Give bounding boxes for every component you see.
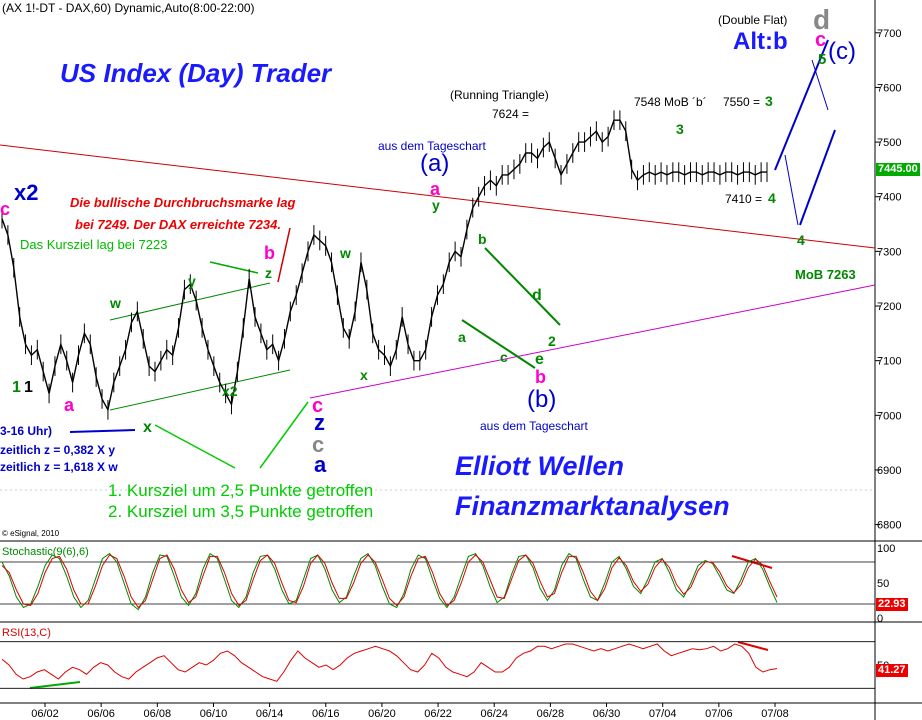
y-tick-label: 6800: [877, 520, 901, 532]
label-double-flat: (Double Flat): [718, 13, 788, 27]
stoch-tick-label: 0: [877, 613, 883, 625]
wave-c-low: c: [312, 395, 324, 417]
wave-b-magenta: b: [264, 243, 275, 263]
label-7410: 7410 =: [725, 192, 763, 206]
note-breakout-2: bei 7249. Der DAX erreichte 7234.: [75, 217, 281, 232]
wave-4-a: 4: [768, 190, 776, 206]
stoch-tick-label: 100: [877, 543, 895, 555]
x-tick-label: 06/02: [31, 708, 59, 720]
last-price-badge: 7445.00: [876, 163, 920, 176]
x-tick-label: 07/04: [649, 708, 677, 720]
wave-3-top: 3: [765, 93, 773, 109]
wave-1-left-b: 1: [24, 379, 33, 396]
trendlines: [0, 39, 876, 689]
wave-4-b: 4: [797, 232, 805, 248]
wave-e-tri: e: [535, 351, 544, 368]
note-target: Das Kursziel lag bei 7223: [20, 237, 168, 252]
wave-1-left: 1: [12, 379, 21, 396]
x-tick-label: 07/06: [705, 708, 733, 720]
label-tageschart-top: aus dem Tageschart: [378, 139, 486, 153]
x-tick-label: 06/24: [480, 708, 508, 720]
wave-c-tri: c: [500, 349, 508, 365]
headline-trader: US Index (Day) Trader: [60, 58, 332, 88]
x-tick-label: 07/08: [761, 708, 789, 720]
wave-c-grey: c: [312, 432, 325, 457]
wave-a-low: a: [314, 452, 327, 477]
x-tick-label: 06/08: [144, 708, 172, 720]
note-kursziel-1: 1. Kursziel um 2,5 Punkte getroffen: [108, 481, 374, 500]
note-breakout-1: Die bullische Durchbruchsmarke lag: [70, 195, 296, 210]
note-kursziel-2: 2. Kursziel um 3,5 Punkte getroffen: [108, 502, 374, 521]
y-tick-label: 7600: [877, 82, 901, 94]
label-7548-mob: 7548 MoB ´b´: [634, 95, 707, 109]
x-tick-label: 06/06: [87, 708, 115, 720]
wave-b-tri: b: [478, 231, 487, 247]
label-mob-7263: MoB 7263: [795, 267, 856, 282]
wave-a-magenta: a: [430, 179, 441, 199]
brand-finanz: Finanzmarktanalysen: [455, 491, 730, 521]
wave-c-left: c: [0, 199, 11, 219]
wave-x-mid: x: [360, 367, 368, 383]
note-uhr: 3-16 Uhr): [0, 424, 53, 438]
wave-x-left: x: [143, 419, 152, 436]
wave-z-top: z: [265, 265, 272, 281]
rsi-last-badge: 41.27: [876, 664, 908, 677]
stoch-line-2: [1, 554, 778, 609]
x-tick-label: 06/22: [424, 708, 452, 720]
wave-w-left: w: [110, 295, 121, 311]
wave-c-paren: (c): [828, 38, 856, 65]
note-zeitlich-1: zeitlich z = 0,382 X y: [0, 443, 116, 457]
wave-z-low: z: [314, 410, 325, 435]
wave-5: 5: [818, 51, 827, 68]
y-tick-label: 7300: [877, 246, 901, 258]
wave-y-left: y: [188, 273, 196, 289]
wave-y-top: y: [432, 197, 440, 213]
stoch-tick-label: 50: [877, 578, 889, 590]
wave-w-mid: w: [340, 245, 351, 261]
label-alt-b: Alt:b: [733, 28, 788, 55]
wave-d-tri: d: [532, 287, 542, 304]
label-tageschart-low: aus dem Tageschart: [480, 419, 588, 433]
stoch-title: Stochastic(9(6),6): [2, 546, 89, 558]
x-tick-label: 06/30: [593, 708, 621, 720]
wave-3-mid: 3: [676, 121, 684, 137]
y-tick-label: 7200: [877, 301, 901, 313]
x-tick-label: 06/10: [200, 708, 228, 720]
wave-d-grey: d: [813, 4, 831, 35]
chart-title: (AX 1!-DT - DAX,60) Dynamic,Auto(8:00-22…: [2, 1, 255, 15]
wave-x2-mid: x2: [222, 383, 238, 399]
rsi-line: [1, 643, 778, 682]
wave-x2-left: x2: [14, 180, 39, 205]
stoch-last-badge: 22.93: [876, 598, 908, 611]
y-tick-label: 7000: [877, 410, 901, 422]
x-tick-label: 06/16: [312, 708, 340, 720]
copyright: © eSignal, 2010: [2, 529, 60, 538]
note-zeitlich-2: zeitlich z = 1,618 X w: [0, 460, 118, 474]
y-tick-label: 7100: [877, 356, 901, 368]
wave-2: 2: [548, 333, 556, 349]
wave-b-magenta-low: b: [535, 367, 546, 387]
brand-elliott: Elliott Wellen: [455, 451, 625, 481]
wave-c-top-magenta: c: [815, 29, 827, 51]
label-7624: 7624 =: [492, 107, 530, 121]
y-tick-label: 6900: [877, 465, 901, 477]
x-tick-label: 06/14: [256, 708, 284, 720]
y-tick-label: 7400: [877, 192, 901, 204]
y-tick-label: 7700: [877, 28, 901, 40]
label-7550: 7550 =: [723, 95, 761, 109]
wave-a-paren: (a): [420, 150, 450, 177]
y-tick-label: 7500: [877, 137, 901, 149]
wave-a-tri: a: [458, 329, 466, 345]
label-running-triangle: (Running Triangle): [450, 88, 549, 102]
x-tick-label: 06/20: [368, 708, 396, 720]
stoch-line-1: [1, 552, 778, 611]
x-tick-label: 06/28: [537, 708, 565, 720]
rsi-title: RSI(13,C): [2, 627, 51, 639]
wave-b-paren: (b): [527, 386, 557, 413]
wave-a-left: a: [64, 395, 75, 415]
